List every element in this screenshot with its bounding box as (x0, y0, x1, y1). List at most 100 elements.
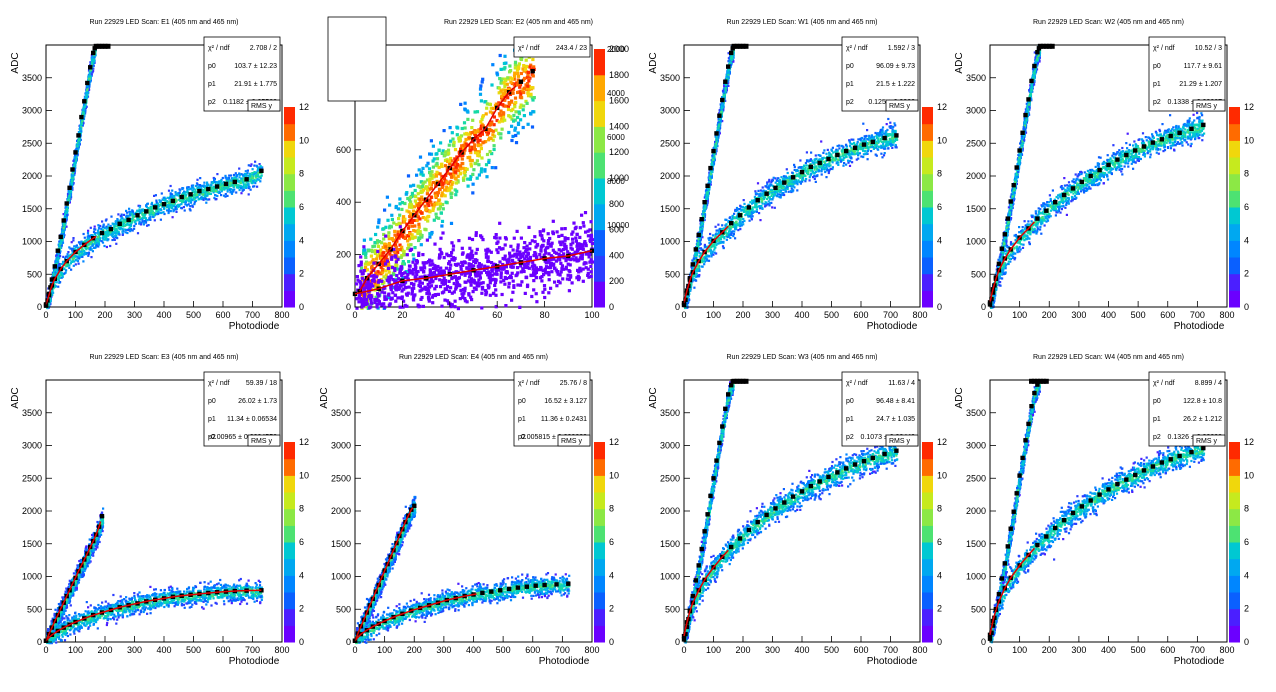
scatter-cell (492, 130, 495, 133)
scatter-cell (91, 56, 93, 58)
scatter-cell (416, 219, 419, 222)
scatter-cell (384, 262, 387, 265)
scatter-cell (149, 207, 151, 209)
scatter-cell (363, 269, 366, 272)
scatter-cell (489, 294, 492, 297)
scatter-cell (203, 182, 205, 184)
scatter-cell (189, 205, 191, 207)
y-tick-label: 2500 (22, 138, 42, 148)
scatter-cell (482, 114, 485, 117)
scatter-cell (215, 190, 217, 192)
scatter-cell (83, 109, 85, 111)
scatter-cell (89, 235, 91, 237)
scatter-cell (117, 219, 119, 221)
scatter-cell (440, 212, 443, 215)
scatter-cell (232, 178, 234, 180)
profile-marker (53, 264, 57, 268)
scatter-cell (65, 211, 67, 213)
scatter-cell (454, 166, 457, 169)
scatter-cell (450, 241, 453, 244)
scatter-cell (510, 125, 513, 128)
scatter-cell (439, 285, 442, 288)
scatter-cell (479, 144, 482, 147)
scatter-cell (438, 278, 441, 281)
scatter-cell (480, 306, 483, 309)
scatter-cell (59, 281, 61, 283)
scatter-cell (219, 192, 221, 194)
scatter-cell (88, 244, 90, 246)
scatter-cell (454, 177, 457, 180)
scatter-cell (499, 132, 502, 135)
scatter-cell (477, 163, 480, 166)
scatter-cell (103, 245, 105, 247)
scatter-cell (390, 214, 393, 217)
scatter-cell (424, 217, 427, 220)
scatter-cell (452, 144, 455, 147)
scatter-cell (148, 217, 150, 219)
scatter-cell (407, 260, 410, 263)
scatter-cell (450, 258, 453, 261)
scatter-cell (443, 299, 446, 302)
scatter-cell (176, 199, 178, 201)
y-tick-label: 3000 (22, 106, 42, 116)
scatter-cell (256, 165, 258, 167)
scatter-cell (420, 243, 423, 246)
scatter-cell (476, 284, 479, 287)
scatter-cell (252, 168, 254, 170)
color-scale-band (284, 240, 295, 257)
chart-title: Run 22929 LED Scan: E2 (405 nm and 465 n… (444, 19, 593, 26)
scatter-cell (519, 284, 522, 287)
scatter-cell (59, 263, 61, 265)
scatter-cell (250, 179, 252, 181)
scatter-cell (522, 126, 525, 129)
scatter-cell (161, 192, 163, 194)
scatter-cell (141, 221, 143, 223)
scatter-cell (364, 252, 367, 255)
color-scale: 024681012 (284, 102, 309, 312)
scatter-cell (140, 223, 142, 225)
scatter-cell (96, 244, 98, 246)
scatter-cell (428, 178, 431, 181)
y-tick-label: 500 (27, 269, 42, 279)
scatter-cell (179, 189, 181, 191)
scatter-cell (408, 210, 411, 213)
scatter-cell (450, 175, 453, 178)
scatter-cell (163, 199, 165, 201)
scatter-cell (522, 108, 525, 111)
scatter-cell (126, 215, 128, 217)
scatter-cell (62, 229, 64, 231)
scatter-cell (516, 253, 519, 256)
scatter-cell (180, 203, 182, 205)
scatter-cell (476, 152, 479, 155)
scatter-cell (468, 247, 471, 250)
scatter-cell (426, 192, 429, 195)
scatter-cell (419, 191, 422, 194)
scatter-cell (133, 213, 135, 215)
scatter-cell (413, 224, 416, 227)
scatter-cell (401, 234, 404, 237)
scatter-cell (414, 199, 417, 202)
scatter-cell (63, 268, 65, 270)
z-tick-label: 0 (299, 302, 304, 312)
scatter-cell (473, 287, 476, 290)
scatter-cell (438, 188, 441, 191)
scatter-cell (480, 156, 483, 159)
scatter-cell (106, 233, 108, 235)
scatter-cell (249, 173, 251, 175)
scatter-cell (532, 74, 535, 77)
scatter-cell (218, 180, 220, 182)
scatter-cell (167, 206, 169, 208)
scatter-cell (240, 182, 242, 184)
scatter-cell (545, 265, 548, 268)
scatter-cell (216, 195, 218, 197)
scatter-cell (412, 298, 415, 301)
scatter-cell (466, 118, 469, 121)
scatter-cell (412, 184, 415, 187)
scatter-cell (533, 268, 536, 271)
scatter-cell (417, 223, 420, 226)
scatter-cell (499, 110, 502, 113)
profile-marker (65, 201, 69, 205)
y-tick-label: 2000 (22, 171, 42, 181)
scatter-cell (109, 245, 111, 247)
scatter-cell (255, 175, 257, 177)
